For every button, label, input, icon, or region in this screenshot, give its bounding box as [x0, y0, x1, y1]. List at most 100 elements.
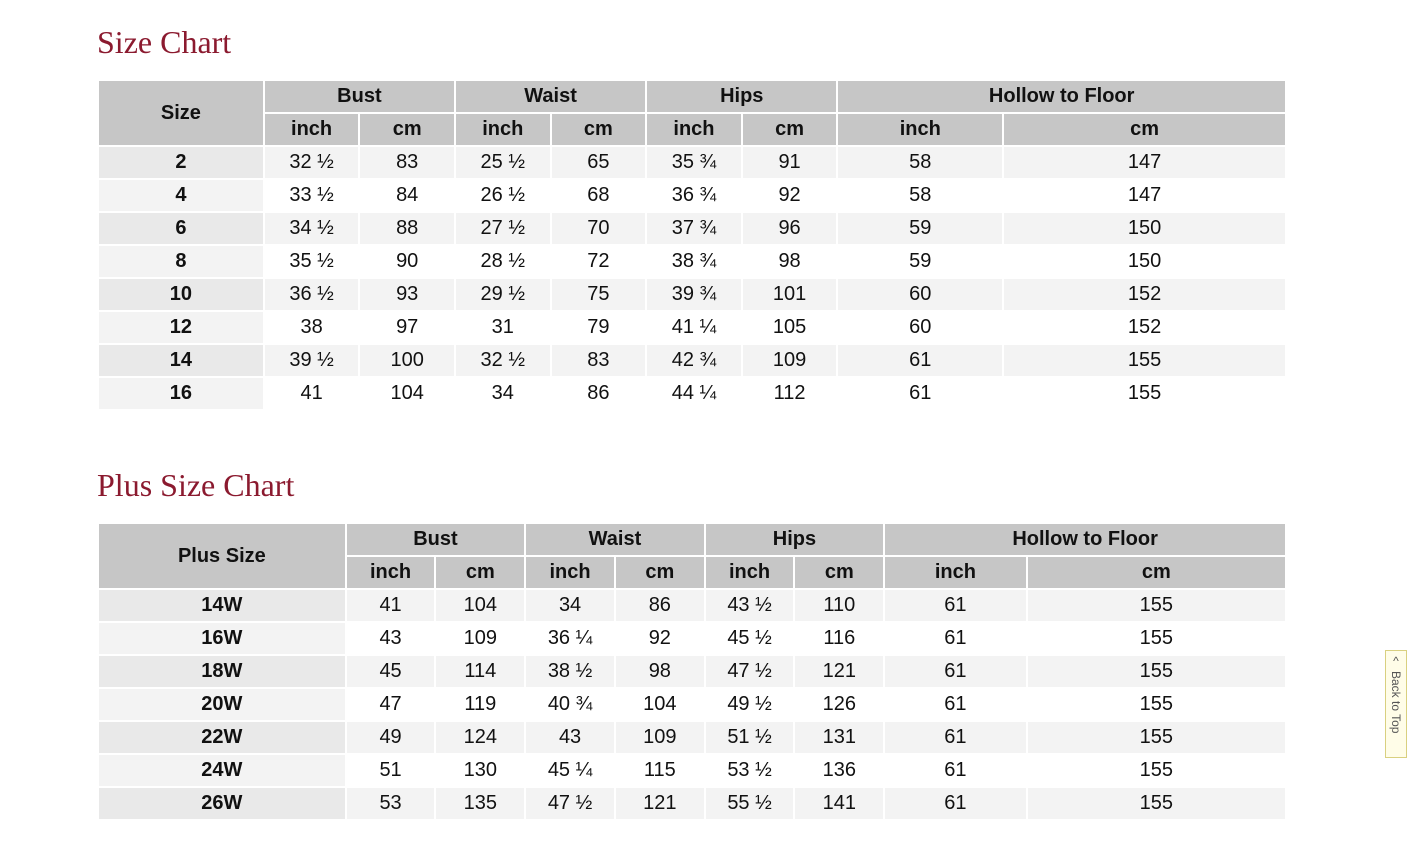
data-cell: 49	[347, 722, 435, 753]
data-cell: 90	[360, 246, 454, 277]
data-cell: 121	[616, 788, 704, 819]
plus-size-chart-title: Plus Size Chart	[97, 467, 1287, 504]
data-cell: 155	[1028, 788, 1285, 819]
data-cell: 31	[456, 312, 550, 343]
data-cell: 32 ½	[265, 147, 359, 178]
data-cell: 104	[360, 378, 454, 409]
data-cell: 29 ½	[456, 279, 550, 310]
data-cell: 109	[743, 345, 837, 376]
data-cell: 83	[360, 147, 454, 178]
data-cell: 119	[436, 689, 524, 720]
data-cell: 86	[616, 590, 704, 621]
data-cell: 42 ¾	[647, 345, 741, 376]
data-cell: 35 ½	[265, 246, 359, 277]
data-cell: 61	[838, 378, 1002, 409]
data-cell: 53 ½	[706, 755, 794, 786]
data-cell: 41 ¼	[647, 312, 741, 343]
data-cell: 92	[616, 623, 704, 654]
column-header-unit: inch	[838, 114, 1002, 145]
data-cell: 104	[436, 590, 524, 621]
table-row: 24W5113045 ¼11553 ½13661155	[99, 755, 1285, 786]
data-cell: 51	[347, 755, 435, 786]
size-cell: 12	[99, 312, 263, 343]
data-cell: 59	[838, 213, 1002, 244]
table-row: 835 ½9028 ½7238 ¾9859150	[99, 246, 1285, 277]
data-cell: 25 ½	[456, 147, 550, 178]
size-cell: 26W	[99, 788, 345, 819]
data-cell: 92	[743, 180, 837, 211]
data-cell: 109	[436, 623, 524, 654]
back-to-top-button[interactable]: ^ Back to Top	[1385, 650, 1407, 758]
column-header-group: Hips	[647, 81, 836, 112]
column-header-group: Hollow to Floor	[838, 81, 1285, 112]
data-cell: 36 ¼	[526, 623, 614, 654]
data-cell: 155	[1028, 755, 1285, 786]
column-header-group: Hollow to Floor	[885, 524, 1285, 555]
data-cell: 37 ¾	[647, 213, 741, 244]
data-cell: 58	[838, 180, 1002, 211]
size-cell: 14	[99, 345, 263, 376]
data-cell: 34	[526, 590, 614, 621]
table-row: 433 ½8426 ½6836 ¾9258147	[99, 180, 1285, 211]
table-row: 20W4711940 ¾10449 ½12661155	[99, 689, 1285, 720]
data-cell: 41	[265, 378, 359, 409]
data-cell: 96	[743, 213, 837, 244]
size-cell: 24W	[99, 755, 345, 786]
data-cell: 112	[743, 378, 837, 409]
size-cell: 14W	[99, 590, 345, 621]
table-row: 1439 ½10032 ½8342 ¾10961155	[99, 345, 1285, 376]
column-header-unit: cm	[360, 114, 454, 145]
data-cell: 68	[552, 180, 646, 211]
chevron-up-icon: ^	[1393, 655, 1399, 667]
data-cell: 61	[885, 788, 1025, 819]
data-cell: 93	[360, 279, 454, 310]
data-cell: 45	[347, 656, 435, 687]
table-row: 18W4511438 ½9847 ½12161155	[99, 656, 1285, 687]
data-cell: 47 ½	[526, 788, 614, 819]
table-row: 123897317941 ¼10560152	[99, 312, 1285, 343]
data-cell: 150	[1004, 246, 1285, 277]
column-header-unit: cm	[436, 557, 524, 588]
column-header-group: Hips	[706, 524, 884, 555]
column-header-unit: cm	[1004, 114, 1285, 145]
data-cell: 126	[795, 689, 883, 720]
data-cell: 135	[436, 788, 524, 819]
data-cell: 86	[552, 378, 646, 409]
data-cell: 91	[743, 147, 837, 178]
data-cell: 155	[1004, 345, 1285, 376]
data-cell: 147	[1004, 180, 1285, 211]
data-cell: 41	[347, 590, 435, 621]
size-cell: 22W	[99, 722, 345, 753]
data-cell: 152	[1004, 279, 1285, 310]
data-cell: 124	[436, 722, 524, 753]
data-cell: 61	[885, 590, 1025, 621]
data-cell: 141	[795, 788, 883, 819]
column-header-size: Plus Size	[99, 524, 345, 588]
data-cell: 44 ¼	[647, 378, 741, 409]
data-cell: 104	[616, 689, 704, 720]
data-cell: 152	[1004, 312, 1285, 343]
size-cell: 20W	[99, 689, 345, 720]
data-cell: 43	[347, 623, 435, 654]
data-cell: 28 ½	[456, 246, 550, 277]
table-row: 16W4310936 ¼9245 ½11661155	[99, 623, 1285, 654]
data-cell: 38 ¾	[647, 246, 741, 277]
data-cell: 43	[526, 722, 614, 753]
table-row: 26W5313547 ½12155 ½14161155	[99, 788, 1285, 819]
column-header-unit: inch	[706, 557, 794, 588]
data-cell: 155	[1004, 378, 1285, 409]
column-header-unit: cm	[552, 114, 646, 145]
data-cell: 155	[1028, 689, 1285, 720]
data-cell: 53	[347, 788, 435, 819]
data-cell: 105	[743, 312, 837, 343]
data-cell: 40 ¾	[526, 689, 614, 720]
column-header-unit: inch	[526, 557, 614, 588]
data-cell: 155	[1028, 656, 1285, 687]
data-cell: 88	[360, 213, 454, 244]
data-cell: 155	[1028, 590, 1285, 621]
size-cell: 10	[99, 279, 263, 310]
table-row: 634 ½8827 ½7037 ¾9659150	[99, 213, 1285, 244]
column-header-unit: inch	[885, 557, 1025, 588]
data-cell: 79	[552, 312, 646, 343]
column-header-group: Waist	[526, 524, 704, 555]
